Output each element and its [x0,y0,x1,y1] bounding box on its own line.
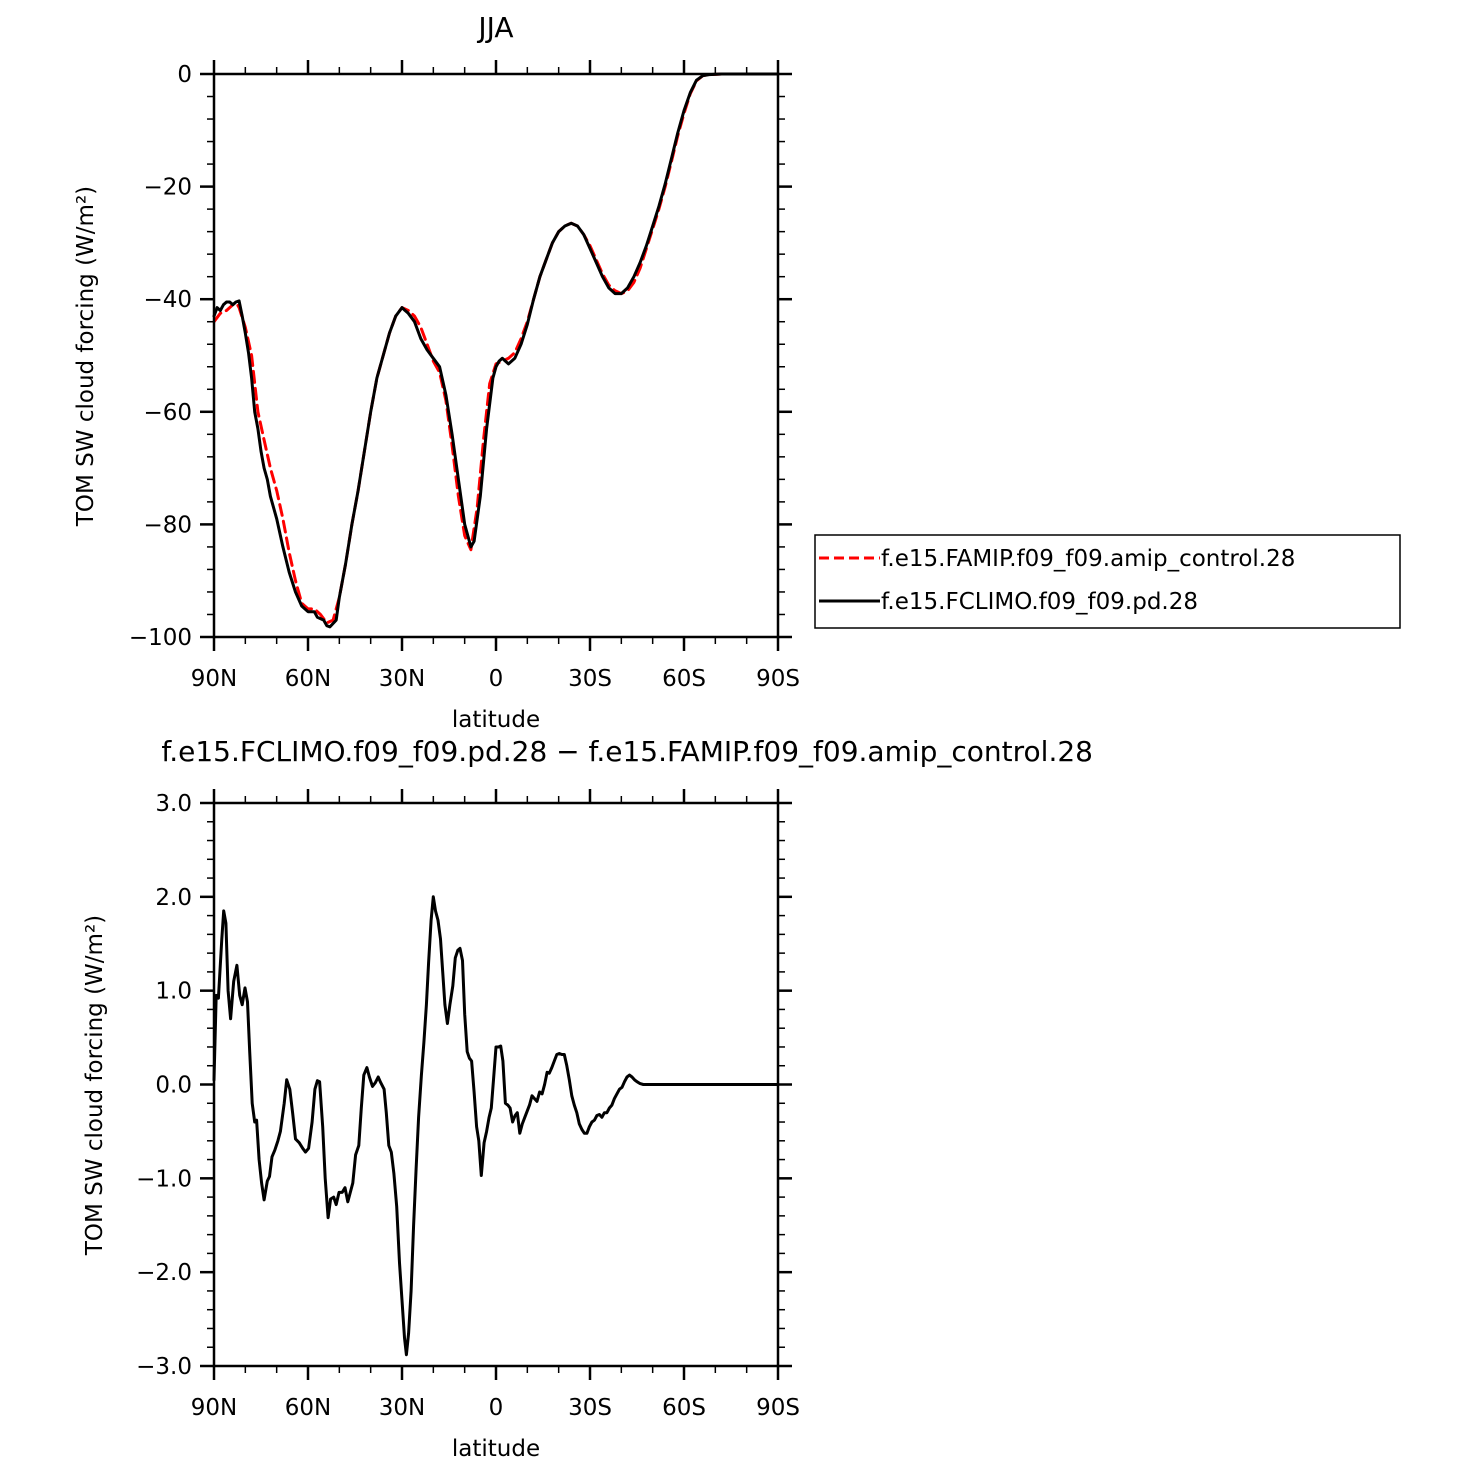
chart-bottom-x-axis-label: latitude [452,1436,540,1462]
x-tick-label: 90S [756,1395,800,1421]
chart-bottom-series-layer [212,895,780,1357]
chart-bottom: f.e15.FCLIMO.f09_f09.pd.28 − f.e15.FAMIP… [82,735,1093,1462]
y-tick-label: −80 [143,512,192,538]
x-tick-label: 30N [379,666,425,692]
chart-0-series-line-0 [212,72,780,625]
y-tick-label: 2.0 [155,885,192,911]
x-tick-label: 30N [379,1395,425,1421]
chart-top-title: JJA [476,11,513,44]
chart-top-ticks: 0 −20 −40 −60 −80 −100 90N 60N 30N 0 30S 60S 90S [129,60,800,692]
chart-top-plot-frame [212,72,780,639]
chart-top-series-layer [212,72,780,629]
y-tick-label: −60 [143,400,192,426]
y-tick-label: −3.0 [136,1354,192,1380]
x-tick-label: 0 [489,1395,504,1421]
y-tick-label: −2.0 [136,1260,192,1286]
y-tick-label: 0 [177,62,192,88]
x-tick-label: 60S [662,666,706,692]
x-tick-label: 90S [756,666,800,692]
chart-bottom-title: f.e15.FCLIMO.f09_f09.pd.28 − f.e15.FAMIP… [161,735,1093,768]
y-tick-label: 0.0 [155,1073,192,1099]
y-tick-label: −1.0 [136,1166,192,1192]
legend-entry-fclimo: f.e15.FCLIMO.f09_f09.pd.28 [881,589,1198,615]
x-tick-label: 0 [489,666,504,692]
x-tick-label: 30S [568,1395,612,1421]
y-tick-label: −40 [143,287,192,313]
x-tick-label: 30S [568,666,612,692]
x-tick-label: 90N [191,666,237,692]
chart-top-legend: f.e15.FAMIP.f09_f09.amip_control.28 f.e1… [814,534,1401,629]
chart-top: JJA 0 −20 −40 −60 −80 −100 90N 60N 30N 0 30S 60S 90S… [73,11,1401,733]
x-tick-label: 90N [191,1395,237,1421]
y-tick-label: 3.0 [155,791,192,817]
legend-box [814,534,1401,629]
chart-top-y-axis-label: TOM SW cloud forcing (W/m²) [73,186,99,527]
chart-0-series-line-1 [212,72,780,629]
legend-entry-famip: f.e15.FAMIP.f09_f09.amip_control.28 [881,546,1295,572]
x-tick-label: 60N [285,666,331,692]
chart-bottom-y-axis-label: TOM SW cloud forcing (W/m²) [82,915,108,1256]
y-tick-label: −100 [129,625,192,651]
x-tick-label: 60N [285,1395,331,1421]
x-tick-label: 60S [662,1395,706,1421]
y-tick-label: −20 [143,175,192,201]
y-tick-label: 1.0 [155,979,192,1005]
chart-bottom-ticks: 3.0 2.0 1.0 0.0 −1.0 −2.0 −3.0 90N 60N 30N 0 30S 60S… [136,789,800,1421]
chart-1-series-line-0 [212,895,780,1357]
chart-top-x-axis-label: latitude [452,707,540,733]
